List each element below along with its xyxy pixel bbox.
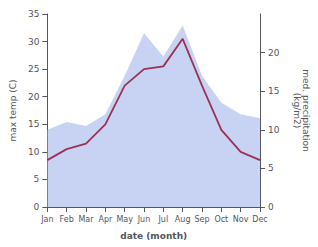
svg-text:30: 30 <box>28 37 40 47</box>
svg-text:Sep: Sep <box>194 215 209 224</box>
svg-text:Apr: Apr <box>98 215 113 224</box>
svg-text:5: 5 <box>34 174 40 184</box>
svg-text:15: 15 <box>268 86 279 96</box>
svg-text:15: 15 <box>28 119 39 129</box>
svg-text:Aug: Aug <box>175 215 191 224</box>
svg-text:Nov: Nov <box>233 215 249 224</box>
svg-text:(kg/m2): (kg/m2) <box>292 93 302 128</box>
svg-text:10: 10 <box>268 125 280 135</box>
svg-text:Jan: Jan <box>40 215 53 224</box>
svg-text:Jun: Jun <box>137 215 151 224</box>
svg-text:Mar: Mar <box>78 215 94 224</box>
svg-text:Oct: Oct <box>214 215 228 224</box>
svg-text:5: 5 <box>268 163 274 173</box>
svg-text:20: 20 <box>268 48 280 58</box>
svg-text:25: 25 <box>28 64 39 74</box>
svg-text:20: 20 <box>28 92 40 102</box>
svg-text:May: May <box>116 215 133 224</box>
svg-text:med. precipitation: med. precipitation <box>300 69 311 152</box>
svg-text:10: 10 <box>28 147 40 157</box>
svg-text:0: 0 <box>268 202 274 212</box>
svg-text:35: 35 <box>28 9 39 19</box>
svg-text:Feb: Feb <box>60 215 74 224</box>
svg-text:date (month): date (month) <box>120 231 187 241</box>
svg-text:Jul: Jul <box>158 215 169 224</box>
svg-text:0: 0 <box>34 202 40 212</box>
svg-text:Dec: Dec <box>252 215 267 224</box>
svg-text:max temp (C): max temp (C) <box>8 79 18 141</box>
